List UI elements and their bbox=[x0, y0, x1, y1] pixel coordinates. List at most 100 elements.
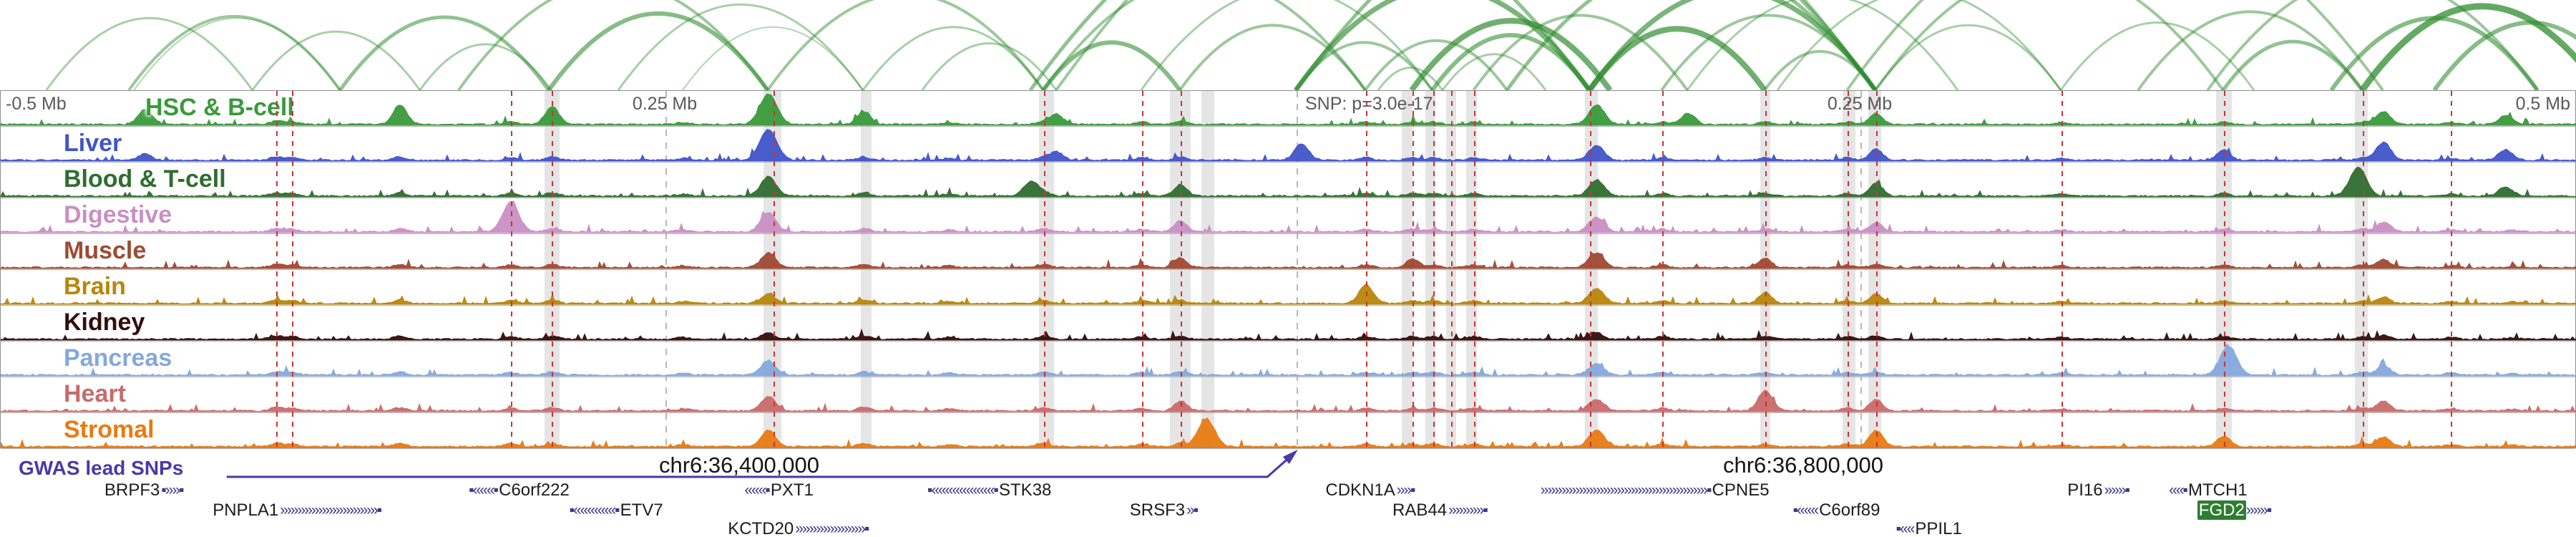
gene-body-glyph: ««▪ bbox=[2169, 482, 2188, 498]
snp-position-line bbox=[774, 91, 775, 448]
track-lane-heart[interactable]: Heart bbox=[1, 377, 2576, 413]
gene-label: BRPF3 bbox=[104, 480, 160, 500]
track-label-muscle: Muscle bbox=[64, 237, 147, 264]
snp-position-line bbox=[1590, 91, 1592, 448]
interaction-arc bbox=[1140, 0, 1433, 90]
axis-label-left-quarter: 0.25 Mb bbox=[632, 94, 698, 114]
interaction-arc bbox=[2432, 20, 2576, 90]
snp-position-line bbox=[1180, 91, 1182, 448]
gene-body-glyph: »»»»»▪ bbox=[1448, 502, 1488, 518]
axis-label-far-left: -0.5 Mb bbox=[6, 94, 67, 114]
gene-body-glyph: »»▪ bbox=[1396, 482, 1416, 498]
gene-kctd20[interactable]: KCTD20»»»»»»»»»»▪ bbox=[726, 520, 869, 537]
gene-c6orf89[interactable]: ▪«««C6orf89 bbox=[1793, 501, 1882, 520]
snp-position-line bbox=[291, 91, 293, 448]
signal-area bbox=[1, 343, 2576, 377]
gene-stk38[interactable]: ▪«««««««««▪STK38 bbox=[927, 481, 1053, 500]
gene-body-glyph: »»»▪ bbox=[2245, 502, 2273, 518]
gene-pnpla1[interactable]: PNPLA1»»»»»»»»»»»»»»▪ bbox=[211, 501, 382, 520]
interaction-arc bbox=[133, 17, 341, 90]
gene-label: C6orf222 bbox=[499, 480, 570, 500]
gene-c6orf222[interactable]: ▪«««▪C6orf222 bbox=[469, 481, 571, 500]
gene-body-glyph: »»»»»»»»»»»»»»»»»»»»»»»»▪ bbox=[1540, 482, 1712, 498]
snp-position-line bbox=[510, 91, 512, 448]
gene-pi16[interactable]: PI16»»»▪ bbox=[2066, 480, 2131, 500]
interaction-arc bbox=[251, 30, 421, 90]
track-lane-stromal[interactable]: Stromal bbox=[1, 413, 2576, 449]
snp-position-line bbox=[2363, 91, 2365, 448]
gene-cdkn1a[interactable]: CDKN1A»»▪ bbox=[1324, 481, 1416, 500]
interaction-arc bbox=[2137, 10, 2363, 90]
gene-rab44[interactable]: RAB44»»»»»▪ bbox=[1391, 500, 1488, 520]
interaction-arc bbox=[2359, 3, 2576, 90]
track-lane-muscle[interactable]: Muscle bbox=[1, 234, 2576, 270]
track-lane-liver[interactable]: Liver bbox=[1, 127, 2576, 163]
interaction-arc bbox=[45, 16, 254, 90]
track-lane-kidney[interactable]: Kidney bbox=[1, 306, 2576, 342]
signal-tracks-panel[interactable]: HSC & B-cell Liver Blood & T-cell Digestive… bbox=[0, 90, 2576, 449]
gene-label: ETV7 bbox=[620, 500, 663, 520]
gene-cpne5[interactable]: »»»»»»»»»»»»»»»»»»»»»»»»▪CPNE5 bbox=[1541, 481, 1771, 500]
interaction-arc bbox=[682, 26, 864, 90]
interaction-arc bbox=[1430, 33, 1591, 90]
interaction-arc bbox=[1441, 53, 1547, 90]
snp-position-line bbox=[1450, 91, 1453, 448]
gene-label: STK38 bbox=[999, 480, 1052, 500]
track-label-heart: Heart bbox=[64, 380, 126, 407]
gene-etv7[interactable]: ▪««««««▪ETV7 bbox=[570, 501, 665, 520]
interaction-arc bbox=[1845, 0, 2384, 90]
snp-pvalue-label: SNP: p=3.0e-17 bbox=[1305, 94, 1433, 114]
interaction-arc bbox=[2059, 21, 2255, 90]
gene-body-glyph: ▪«« bbox=[1896, 521, 1916, 537]
signal-area bbox=[1, 417, 2576, 448]
track-lane-digestive[interactable]: Digestive bbox=[1, 198, 2576, 234]
gene-body-glyph: ▪»»▪ bbox=[161, 482, 184, 498]
snp-position-line bbox=[276, 91, 278, 448]
gene-body-glyph: »»»»»»»»»»»»»»▪ bbox=[280, 502, 382, 518]
interaction-arc bbox=[419, 43, 552, 90]
interaction-arc bbox=[1776, 0, 2062, 90]
axis-label-right-quarter: 0.25 Mb bbox=[1827, 94, 1893, 114]
track-label-hsc-b-cell: HSC & B-cell bbox=[145, 94, 294, 121]
interaction-arc bbox=[127, 14, 341, 90]
snp-position-line bbox=[1433, 91, 1435, 448]
gene-body-glyph: «««▪ bbox=[744, 482, 771, 498]
track-lane-blood-t-cell[interactable]: Blood & T-cell bbox=[1, 163, 2576, 198]
track-lane-hsc-b-cell[interactable]: HSC & B-cell bbox=[1, 91, 2576, 127]
snp-position-line bbox=[1412, 91, 1414, 448]
interaction-arc bbox=[1042, 0, 1367, 90]
track-label-stromal: Stromal bbox=[64, 416, 155, 443]
snp-position-line bbox=[1474, 91, 1476, 448]
signal-area bbox=[1, 328, 2576, 341]
gene-body-glyph: ▪««« bbox=[1792, 502, 1820, 518]
gene-ppil1[interactable]: ▪««PPIL1 bbox=[1896, 520, 1963, 537]
gene-srsf3[interactable]: SRSF3»▪ bbox=[1128, 501, 1199, 520]
gene-fgd2[interactable]: FGD2»»»▪ bbox=[2197, 500, 2273, 520]
track-label-brain: Brain bbox=[64, 273, 126, 300]
interaction-arc bbox=[862, 26, 1045, 90]
track-lane-brain[interactable]: Brain bbox=[1, 270, 2576, 306]
gene-brpf3[interactable]: BRPF3▪»»▪ bbox=[103, 480, 185, 500]
track-label-liver: Liver bbox=[64, 130, 122, 157]
gene-label: RAB44 bbox=[1392, 500, 1448, 520]
interaction-arcs-track bbox=[45, 0, 2576, 90]
interaction-arc bbox=[1409, 18, 1613, 90]
gene-body-glyph: »▪ bbox=[1186, 502, 1199, 518]
track-label-kidney: Kidney bbox=[64, 309, 145, 336]
track-lane-pancreas[interactable]: Pancreas bbox=[1, 342, 2576, 377]
snp-position-line bbox=[1662, 91, 1664, 448]
track-label-blood-t-cell: Blood & T-cell bbox=[64, 165, 226, 193]
gene-label: CPNE5 bbox=[1712, 480, 1770, 500]
gene-label: PI16 bbox=[2067, 480, 2103, 500]
snp-position-line bbox=[1141, 91, 1143, 448]
interaction-arc bbox=[457, 0, 769, 90]
gene-body-glyph: ▪««««««▪ bbox=[569, 502, 620, 518]
gene-mtch1[interactable]: ««▪MTCH1 bbox=[2169, 481, 2248, 500]
snp-position-line bbox=[2450, 91, 2452, 448]
gene-body-glyph: »»»▪ bbox=[2104, 482, 2131, 498]
interaction-arc bbox=[338, 15, 550, 90]
interaction-arc bbox=[1472, 14, 1689, 90]
gene-pxt1[interactable]: «««▪PXT1 bbox=[744, 481, 815, 500]
interaction-arc bbox=[1686, 0, 1959, 90]
